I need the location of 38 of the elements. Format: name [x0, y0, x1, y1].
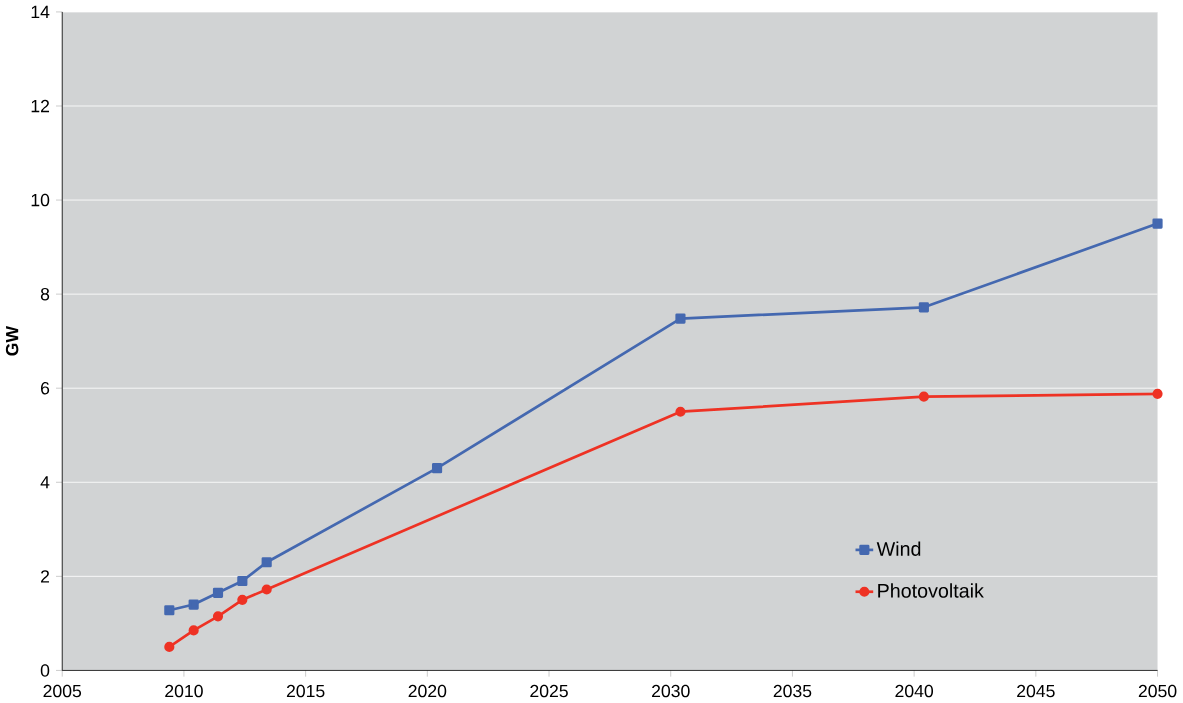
- y-tick-label: 14: [31, 5, 50, 18]
- point: [675, 406, 686, 417]
- point: [261, 584, 272, 595]
- point: [1152, 388, 1163, 399]
- point: [261, 557, 272, 568]
- x-tick-label: 2035: [773, 684, 812, 698]
- x-tick-label: 2025: [530, 684, 568, 698]
- legend-label: Photovoltaik: [878, 583, 984, 598]
- x-tick-label: 2020: [408, 684, 447, 698]
- y-tick-label: 0: [40, 664, 50, 677]
- y-tick-label: 10: [31, 193, 50, 207]
- point: [188, 599, 199, 610]
- y-axis-title: GW: [5, 325, 19, 356]
- x-tick-label: 2050: [1138, 684, 1177, 698]
- x-tick-label: 2045: [1017, 684, 1055, 698]
- x-tick-label: 2040: [895, 684, 934, 698]
- point: [237, 575, 248, 587]
- x-tick-label: 2015: [286, 684, 325, 698]
- point: [431, 463, 443, 474]
- point: [212, 587, 224, 598]
- point: [164, 641, 175, 652]
- point: [164, 605, 175, 616]
- point: [188, 625, 199, 636]
- point: [237, 594, 248, 605]
- x-tick-label: 2010: [165, 684, 203, 698]
- y-tick-label: 8: [40, 287, 50, 301]
- x-tick-label: 2030: [652, 684, 690, 698]
- y-tick-label: 4: [40, 476, 50, 489]
- y-tick-label: 12: [31, 99, 50, 113]
- point: [212, 611, 224, 622]
- x-tick-label: 2005: [43, 684, 82, 698]
- point: [675, 313, 686, 324]
- y-tick-label: 2: [41, 570, 50, 583]
- point: [1152, 218, 1163, 229]
- y-tick-label: 6: [41, 381, 50, 395]
- point: [918, 302, 929, 313]
- legend-label: Wind: [876, 541, 921, 556]
- point: [918, 391, 929, 402]
